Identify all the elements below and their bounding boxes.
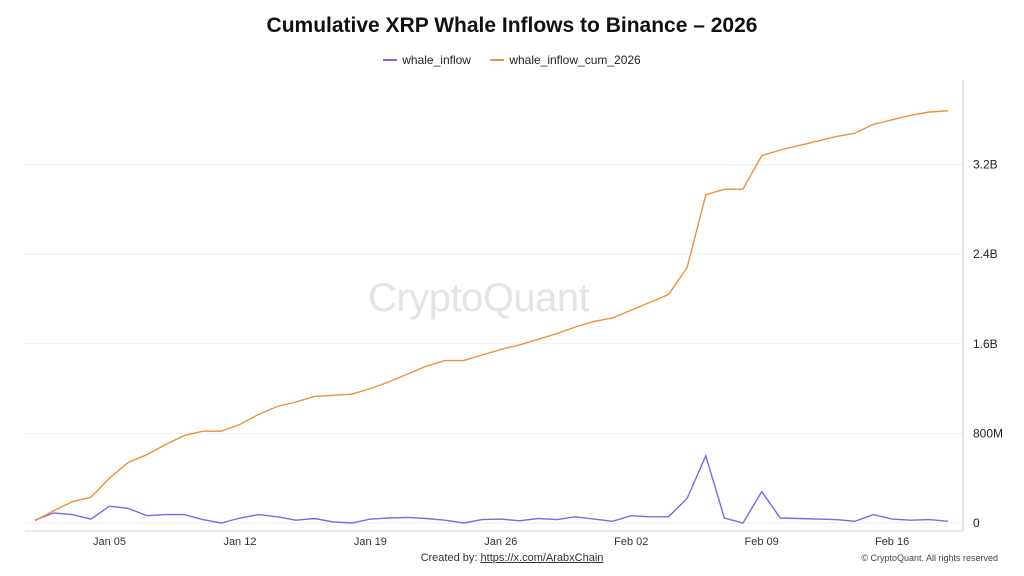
x-tick-label-0: Jan 05	[93, 536, 126, 548]
y-tick-label-3: 2.4B	[973, 247, 998, 261]
y-tick-label-1: 800M	[973, 426, 1003, 440]
legend-item-whale-inflow[interactable]: whale_inflow	[383, 53, 471, 67]
footer-link[interactable]: https://x.com/ArabxChain	[480, 552, 604, 564]
legend-label-whale-inflow-cum: whale_inflow_cum_2026	[509, 53, 641, 67]
chart-legend: whale_inflow whale_inflow_cum_2026	[0, 50, 1024, 67]
x-tick-label-5: Feb 09	[745, 536, 779, 548]
axes	[25, 80, 964, 532]
series-line-whale-inflow	[34, 453, 949, 524]
x-tick-label-6: Feb 16	[875, 536, 909, 548]
legend-label-whale-inflow: whale_inflow	[402, 53, 471, 67]
series-line-whale-inflow-cum	[34, 110, 949, 522]
legend-swatch-whale-inflow-cum	[490, 59, 505, 61]
y-tick-label-4: 3.2B	[973, 158, 998, 172]
y-axis-labels: 0 800M 1.6B 2.4B 3.2B	[973, 158, 1003, 530]
x-tick-label-2: Jan 19	[354, 536, 387, 548]
legend-swatch-whale-inflow	[383, 59, 398, 61]
legend-item-whale-inflow-cum[interactable]: whale_inflow_cum_2026	[490, 53, 641, 67]
x-tick-label-1: Jan 12	[223, 536, 256, 548]
watermark: CryptoQuant	[368, 276, 590, 320]
x-tick-label-4: Feb 02	[614, 536, 648, 548]
grid-lines	[25, 164, 963, 524]
footer-created-by: Created by:	[420, 552, 478, 564]
chart-title: Cumulative XRP Whale Inflows to Binance …	[266, 14, 758, 37]
footer-credit: Created by: https://x.com/ArabxChain	[0, 552, 1024, 564]
x-axis-labels: Jan 05 Jan 12 Jan 19 Jan 26 Feb 02 Feb 0…	[93, 536, 909, 548]
x-tick-label-3: Jan 26	[484, 536, 517, 548]
footer-copyright: © CryptoQuant. All rights reserved	[861, 553, 998, 563]
y-tick-label-0: 0	[973, 516, 980, 530]
y-tick-label-2: 1.6B	[973, 337, 998, 351]
